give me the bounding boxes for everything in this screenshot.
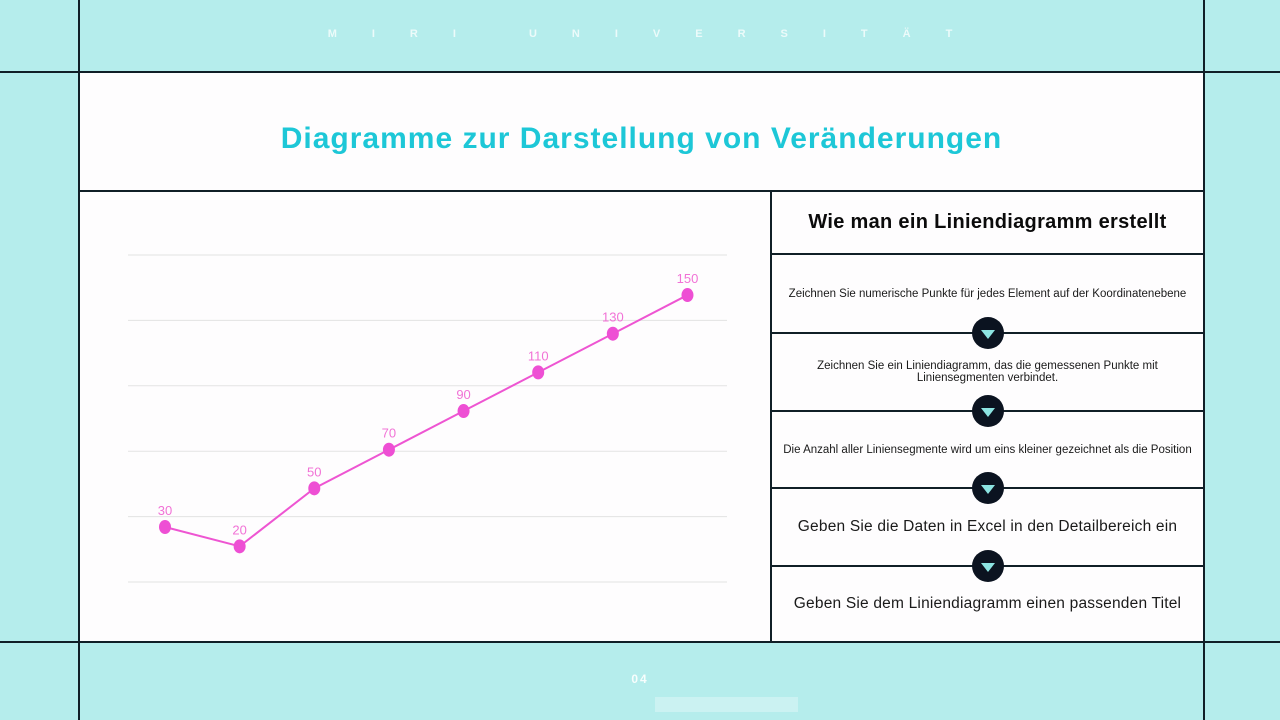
step-text: Geben Sie dem Liniendiagramm einen passe… [793, 595, 1182, 612]
step-text: Zeichnen Sie numerische Punkte für jedes… [788, 287, 1187, 300]
content-top-divider [80, 190, 1203, 192]
line-chart: 30 20 50 70 90 110 130 150 [128, 254, 727, 583]
frame-vertical-left [78, 0, 80, 720]
content-area [80, 73, 1203, 641]
triangle-down-glyph [981, 329, 995, 339]
step-divider [772, 253, 1203, 255]
brand-text: MIRI UNIVERSITÄT [327, 28, 988, 40]
triangle-down-glyph [981, 407, 995, 417]
chart-point-label: 70 [382, 426, 396, 441]
chart-data-point [382, 442, 395, 457]
chart-data-point [457, 404, 470, 419]
page-number: 04 [631, 672, 649, 686]
chart-panel-divider [770, 190, 772, 643]
chart-data-point [159, 520, 171, 535]
chevron-down-icon [972, 317, 1004, 349]
step-row: Zeichnen Sie numerische Punkte für jedes… [772, 255, 1203, 332]
step-row: Geben Sie dem Liniendiagramm einen passe… [772, 567, 1203, 641]
chart-point-label: 50 [307, 464, 321, 479]
chart-data-point [532, 365, 545, 380]
chart-point-label: 130 [602, 310, 624, 325]
triangle-down-glyph [981, 484, 995, 494]
step-text: Zeichnen Sie ein Liniendiagramm, das die… [817, 360, 1158, 384]
chart-point-label: 30 [158, 503, 172, 518]
chart-point-label: 110 [528, 348, 549, 363]
frame-vertical-right [1203, 0, 1205, 720]
step-row: Geben Sie die Daten in Excel in den Deta… [772, 489, 1203, 565]
panel-heading: Wie man ein Liniendiagramm erstellt [808, 211, 1167, 233]
triangle-down-glyph [981, 562, 995, 572]
chart-data-point [606, 326, 619, 341]
page-title: Diagramme zur Darstellung von Veränderun… [280, 122, 1003, 155]
footer-watermark [655, 697, 798, 712]
chart-data-point [308, 481, 321, 496]
chart-point-label: 150 [677, 271, 699, 286]
step-text: Geben Sie die Daten in Excel in den Deta… [797, 518, 1178, 535]
chart-data-point [681, 288, 694, 303]
chart-series-line [164, 294, 688, 548]
chevron-down-icon [972, 395, 1004, 427]
chevron-down-icon [972, 550, 1004, 582]
step-text: Die Anzahl aller Liniensegmente wird um … [783, 443, 1192, 456]
chart-data-point [233, 539, 246, 554]
step-row: Die Anzahl aller Liniensegmente wird um … [772, 412, 1203, 487]
frame-horizontal-bottom [0, 641, 1280, 643]
chart-point-label: 90 [456, 387, 470, 402]
chart-point-label: 20 [232, 522, 246, 537]
chevron-down-icon [972, 472, 1004, 504]
frame-horizontal-top [0, 71, 1280, 73]
step-row: Zeichnen Sie ein Liniendiagramm, das die… [772, 334, 1203, 410]
